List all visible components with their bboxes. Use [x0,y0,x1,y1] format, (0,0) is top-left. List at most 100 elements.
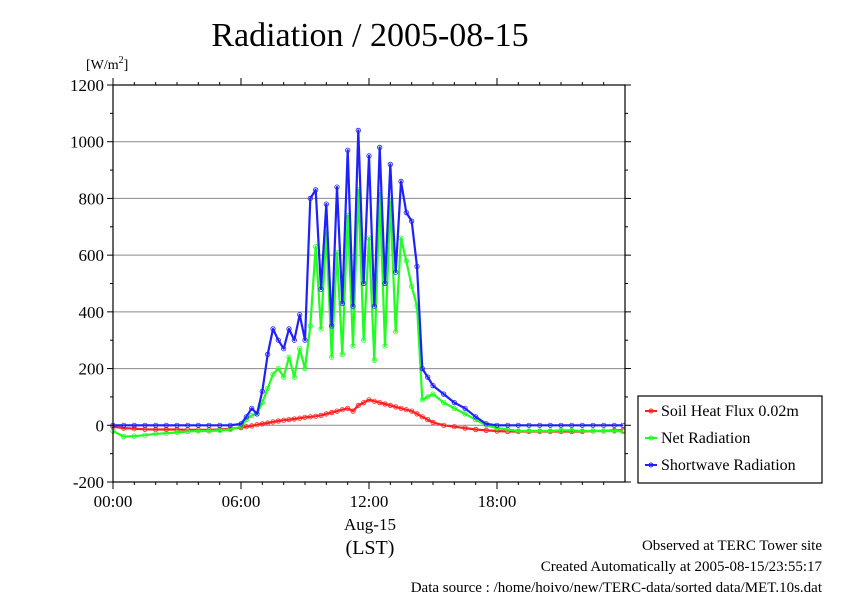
data-point [265,385,271,391]
data-point [361,280,367,287]
data-point [275,418,281,424]
data-point [590,428,596,434]
data-point [419,414,425,420]
data-point [131,426,137,432]
data-point [153,422,159,428]
data-point [441,422,447,428]
x-tick-label: 06:00 [222,492,261,511]
data-point [366,153,372,159]
data-point [254,411,260,417]
data-point [334,184,340,190]
data-point [361,337,367,343]
data-point [473,426,479,433]
data-point [249,405,255,411]
legend-label: Soil Heat Flux 0.02m [661,403,799,420]
data-point [526,428,532,434]
data-point [313,187,319,193]
data-point [302,365,308,372]
data-point [537,428,543,434]
data-point [174,422,180,428]
data-point [425,374,431,380]
data-point [494,422,500,428]
data-point [163,422,169,428]
data-point [430,419,436,425]
data-point [409,283,415,289]
data-point [121,422,127,428]
data-point [473,414,479,420]
data-point [174,429,180,435]
data-point [345,147,351,153]
data-point [515,428,521,434]
data-point [185,428,191,435]
data-point [318,412,324,418]
data-point [185,422,191,428]
data-point [483,427,489,433]
data-point [366,397,372,403]
y-tick-label: 800 [79,189,105,208]
data-point [339,407,345,413]
data-point [441,399,447,406]
data-point [611,428,617,434]
data-point [462,425,468,431]
data-point [398,178,404,184]
axes: -200 0 200 400 600 800 1000 1200 00:00 06:00 12:00… [70,76,631,511]
data-point [142,422,148,428]
data-point [270,326,276,332]
data-point [419,397,425,403]
data-point [409,408,415,414]
data-point [590,422,596,428]
data-point [403,258,409,264]
data-point [462,405,468,411]
data-point [265,420,271,426]
x-tick-label: 00:00 [94,492,133,511]
data-point [345,405,351,411]
data-point [350,343,356,349]
y-tick-label: 1000 [70,133,104,152]
data-point [142,426,148,432]
data-point [382,280,388,287]
data-point [297,415,303,421]
data-point [377,399,383,406]
data-point [398,405,404,411]
data-point [217,427,223,433]
data-point [254,422,260,428]
data-point [377,144,383,150]
data-point [409,218,415,224]
data-point [318,286,324,292]
data-point [451,399,457,406]
legend-marker [648,435,654,441]
data-point [291,374,297,380]
footer-source: Data source : /home/hoivo/new/TERC-data/… [411,580,823,595]
data-point [387,402,393,408]
data-point [206,422,212,428]
data-point [313,413,319,419]
data-point [569,427,575,433]
plot-frame [112,84,626,483]
data-point [393,329,399,335]
data-point [403,407,409,413]
data-point [601,422,607,428]
y-axis-unit: [W/m2] [86,55,128,73]
data-point [355,127,361,133]
data-point [323,201,329,207]
data-point [547,422,553,428]
data-point [307,414,313,420]
data-point [323,411,329,417]
data-point [558,422,564,428]
data-point [430,391,436,397]
series-line-1 [112,188,623,438]
data-point [153,431,159,437]
data-point [393,269,399,275]
data-point [339,300,345,306]
chart-title: Radiation / 2005-08-15 [211,17,528,54]
y-tick-label: 1200 [70,76,104,95]
data-point [259,388,265,394]
data-point [121,433,127,440]
data-point [281,374,287,380]
data-point [291,337,297,343]
data-point [249,412,255,418]
data-point [579,422,585,428]
data-point [217,422,223,428]
data-point [291,416,297,422]
